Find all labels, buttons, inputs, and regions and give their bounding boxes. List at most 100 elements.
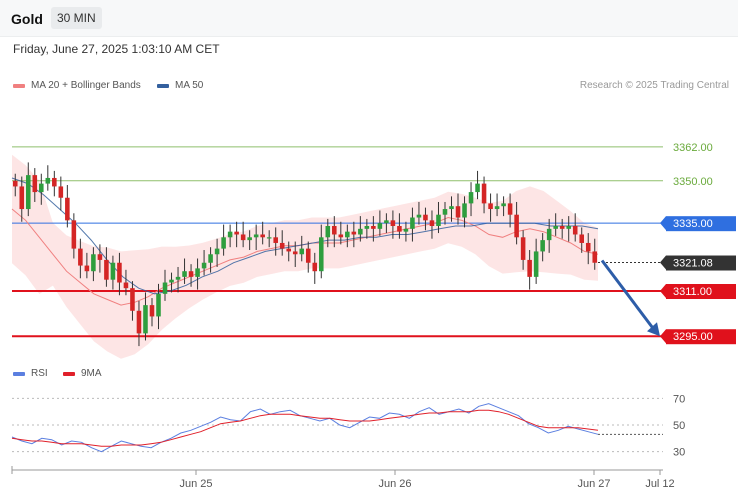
candle-body (25, 175, 31, 210)
symbol-title: Gold (11, 11, 43, 27)
datetime-label: Friday, June 27, 2025 1:03:10 AM CET (13, 42, 220, 56)
candle-body (221, 237, 226, 249)
candle-body (195, 268, 200, 277)
candle-body (351, 231, 357, 235)
candle-body (507, 203, 513, 215)
candle-body (527, 259, 532, 277)
candle-body (546, 228, 552, 241)
candle-body (305, 248, 311, 263)
candle-body (436, 214, 441, 226)
candle-body (520, 237, 526, 260)
level-pointer-3321.08 (660, 255, 666, 270)
candle-body (566, 226, 571, 229)
candle-body (71, 220, 77, 249)
candle-body (410, 217, 415, 229)
candle-body (592, 251, 598, 263)
candle-body (358, 228, 363, 235)
candle-body (130, 288, 135, 311)
x-tick-label: Jun 26 (378, 478, 411, 490)
candle-body (579, 234, 585, 243)
candle-body (110, 262, 116, 280)
candle-body (481, 183, 487, 204)
legend-ma20: MA 20 + Bollinger Bands (13, 80, 141, 91)
candle-body (162, 282, 168, 294)
candle-body (247, 237, 252, 241)
candle-body (423, 214, 428, 221)
x-tick-label: Jun 25 (179, 478, 212, 490)
candle-body (65, 197, 70, 221)
candle-body (266, 237, 272, 239)
candle-body (240, 234, 246, 241)
legend-ma20-label: MA 20 + Bollinger Bands (31, 80, 141, 91)
candle-body (364, 226, 370, 229)
level-pointer-3295.00 (660, 329, 666, 344)
candle-body (449, 206, 454, 210)
candle-body (312, 262, 318, 272)
candle-body (338, 234, 344, 238)
x-tick-label: Jul 12 (645, 478, 674, 490)
candle-body (78, 248, 83, 266)
candle-body (462, 203, 467, 218)
rsi-tick-label: 30 (673, 447, 685, 459)
candle-body (475, 183, 480, 193)
candle-body (123, 282, 129, 289)
candle-body (104, 259, 109, 280)
candle-body (143, 305, 148, 334)
level-pointer-3335.00 (660, 216, 666, 231)
timeframe-button[interactable]: 30 MIN (51, 7, 102, 29)
candle-body (468, 192, 474, 204)
level-label-3350.00: 3350.00 (673, 176, 713, 188)
candle-body (208, 254, 213, 263)
level-box-3295.00 (666, 329, 736, 345)
candle-body (12, 180, 18, 187)
candle-body (19, 186, 25, 210)
candle-body (332, 226, 337, 235)
legend-rsi-swatch (13, 371, 25, 376)
candle-body (32, 175, 38, 193)
candle-body (52, 177, 57, 187)
legend-9ma: 9MA (63, 368, 102, 379)
level-label-3321.08: 3321.08 (673, 258, 713, 270)
candle-body (533, 251, 539, 277)
candle-body (585, 242, 591, 252)
candle-body (84, 265, 90, 272)
level-label-3311.00: 3311.00 (673, 286, 712, 298)
candle-body (345, 231, 350, 238)
candle-body (45, 177, 51, 184)
candle-body (39, 183, 44, 193)
x-tick-label: Jun 27 (577, 478, 610, 490)
candle-body (156, 293, 161, 317)
candle-body (494, 206, 500, 210)
candle-body (279, 242, 285, 249)
candle-body (318, 237, 324, 272)
candle-body (201, 262, 207, 269)
candle-body (572, 226, 578, 235)
candle-body (455, 206, 461, 218)
level-label-3295.00: 3295.00 (673, 331, 713, 343)
legend-rsi: RSI (13, 368, 48, 379)
candle-body (514, 214, 519, 238)
level-pointer-3311.00 (660, 284, 666, 298)
candle-body (403, 228, 409, 232)
level-label-3362.00: 3362.00 (673, 142, 713, 154)
candle-body (292, 251, 298, 255)
candle-body (416, 214, 422, 218)
candle-body (58, 186, 64, 198)
legend-ma50: MA 50 (157, 80, 203, 91)
candle-body (553, 226, 558, 229)
level-label-3335.00: 3335.00 (673, 218, 713, 230)
legend-rsi-label: RSI (31, 368, 48, 379)
legend-ma20-swatch (13, 83, 25, 88)
candle-body (371, 226, 376, 229)
legend-9ma-label: 9MA (81, 368, 102, 379)
top-bar: Gold 30 MIN (0, 0, 738, 37)
candle-body (384, 220, 389, 224)
candle-body (540, 240, 545, 252)
candle-body (97, 254, 103, 260)
candle-body (397, 226, 402, 232)
candle-body (286, 248, 292, 252)
candle-body (253, 234, 259, 238)
legend-ma50-swatch (157, 83, 169, 88)
rsi-series-RSI (11, 403, 599, 453)
